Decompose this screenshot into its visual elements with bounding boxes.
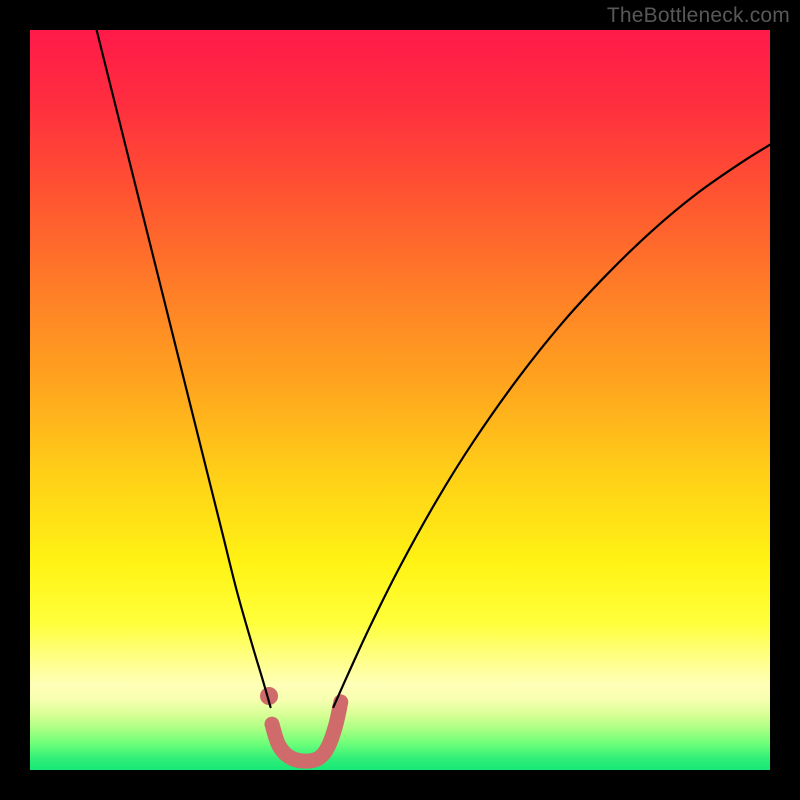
chart-frame: TheBottleneck.com: [0, 0, 800, 800]
watermark-label: TheBottleneck.com: [607, 4, 790, 28]
bottleneck-curve-chart: [30, 30, 770, 770]
plot-area: [30, 30, 770, 770]
